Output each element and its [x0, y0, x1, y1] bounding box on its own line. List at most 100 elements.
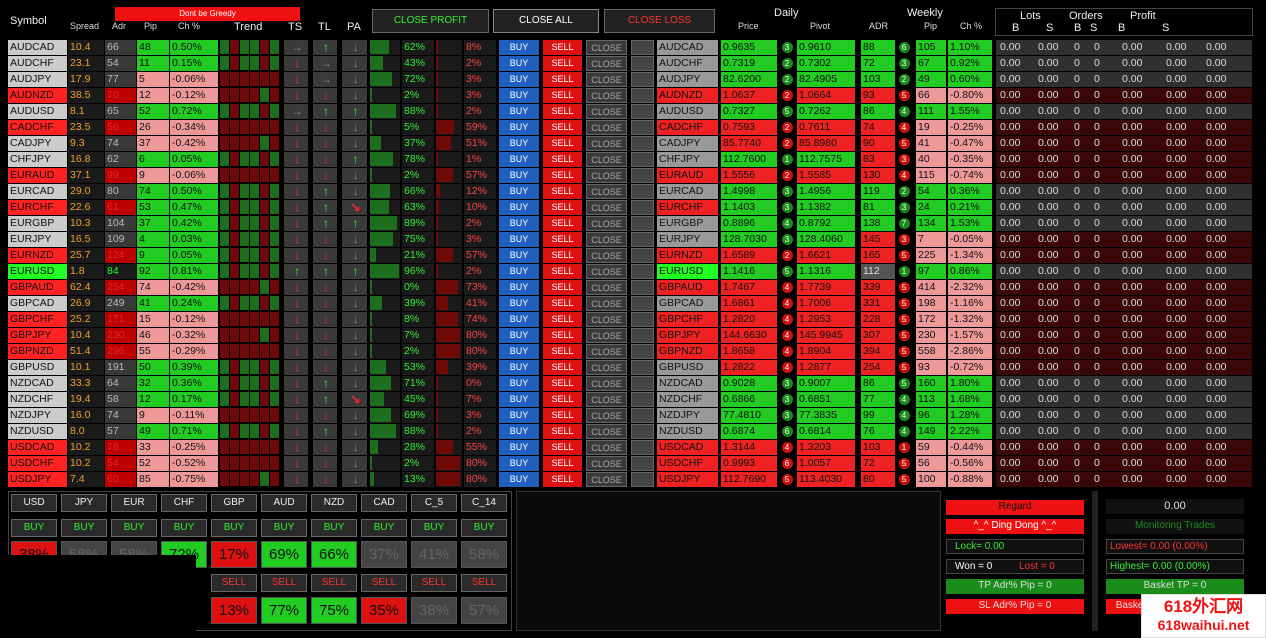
- basket-tp[interactable]: Basket TP = 0: [1106, 579, 1244, 594]
- close-button[interactable]: CLOSE: [586, 232, 627, 247]
- blank-button[interactable]: [631, 312, 654, 327]
- buy-button[interactable]: BUY: [499, 360, 539, 375]
- sell-button[interactable]: SELL: [543, 472, 582, 487]
- symbol-cell[interactable]: EURCHF: [8, 200, 67, 215]
- close-button[interactable]: CLOSE: [586, 440, 627, 455]
- symbol-cell[interactable]: AUDCHF: [8, 56, 67, 71]
- buy-button[interactable]: BUY: [499, 440, 539, 455]
- sell-button[interactable]: SELL: [543, 184, 582, 199]
- sell-button[interactable]: SELL: [543, 72, 582, 87]
- close-button[interactable]: CLOSE: [586, 264, 627, 279]
- symbol-cell[interactable]: AUDCAD: [8, 40, 67, 55]
- blank-button[interactable]: [631, 216, 654, 231]
- symbol-cell[interactable]: CADJPY: [8, 136, 67, 151]
- symbol-cell[interactable]: CHFJPY: [8, 152, 67, 167]
- buy-button[interactable]: BUY: [499, 184, 539, 199]
- symbol-cell[interactable]: GBPJPY: [8, 328, 67, 343]
- symbol-cell[interactable]: AUDUSD: [8, 104, 67, 119]
- sl-adr-pip[interactable]: SL Adr% Pip = 0: [946, 599, 1084, 614]
- close-button[interactable]: CLOSE: [586, 312, 627, 327]
- daily-symbol-cell[interactable]: EURNZD: [657, 248, 718, 263]
- close-button[interactable]: CLOSE: [586, 168, 627, 183]
- close-button[interactable]: CLOSE: [586, 216, 627, 231]
- blank-button[interactable]: [631, 440, 654, 455]
- symbol-cell[interactable]: EURNZD: [8, 248, 67, 263]
- close-button[interactable]: CLOSE: [586, 296, 627, 311]
- sell-button[interactable]: SELL: [543, 392, 582, 407]
- sell-button[interactable]: SELL: [543, 152, 582, 167]
- currency-tab[interactable]: CAD: [361, 494, 407, 512]
- currency-sell-button[interactable]: SELL: [211, 574, 257, 592]
- buy-button[interactable]: BUY: [499, 280, 539, 295]
- daily-symbol-cell[interactable]: EURUSD: [657, 264, 718, 279]
- currency-buy-button[interactable]: BUY: [11, 519, 57, 537]
- currency-tab[interactable]: C_5: [411, 494, 457, 512]
- symbol-cell[interactable]: EURGBP: [8, 216, 67, 231]
- close-button[interactable]: CLOSE: [586, 376, 627, 391]
- close-button[interactable]: CLOSE: [586, 56, 627, 71]
- daily-symbol-cell[interactable]: AUDUSD: [657, 104, 718, 119]
- currency-buy-button[interactable]: BUY: [311, 519, 357, 537]
- buy-button[interactable]: BUY: [499, 72, 539, 87]
- currency-tab[interactable]: AUD: [261, 494, 307, 512]
- buy-button[interactable]: BUY: [499, 408, 539, 423]
- sell-button[interactable]: SELL: [543, 232, 582, 247]
- close-loss-button[interactable]: CLOSE LOSS: [604, 9, 715, 33]
- daily-symbol-cell[interactable]: AUDCAD: [657, 40, 718, 55]
- blank-button[interactable]: [631, 168, 654, 183]
- currency-tab[interactable]: EUR: [111, 494, 157, 512]
- daily-symbol-cell[interactable]: USDCHF: [657, 456, 718, 471]
- symbol-cell[interactable]: GBPCAD: [8, 296, 67, 311]
- daily-symbol-cell[interactable]: NZDCHF: [657, 392, 718, 407]
- close-button[interactable]: CLOSE: [586, 136, 627, 151]
- daily-symbol-cell[interactable]: AUDCHF: [657, 56, 718, 71]
- symbol-cell[interactable]: GBPUSD: [8, 360, 67, 375]
- daily-symbol-cell[interactable]: NZDUSD: [657, 424, 718, 439]
- ding-dong-button[interactable]: ^_^ Ding Dong ^_^: [946, 519, 1084, 534]
- sell-button[interactable]: SELL: [543, 296, 582, 311]
- blank-button[interactable]: [631, 408, 654, 423]
- symbol-cell[interactable]: EURJPY: [8, 232, 67, 247]
- daily-symbol-cell[interactable]: EURCHF: [657, 200, 718, 215]
- symbol-cell[interactable]: EURAUD: [8, 168, 67, 183]
- sell-button[interactable]: SELL: [543, 88, 582, 103]
- buy-button[interactable]: BUY: [499, 296, 539, 311]
- daily-symbol-cell[interactable]: USDJPY: [657, 472, 718, 487]
- sell-button[interactable]: SELL: [543, 440, 582, 455]
- buy-button[interactable]: BUY: [499, 216, 539, 231]
- sell-button[interactable]: SELL: [543, 104, 582, 119]
- buy-button[interactable]: BUY: [499, 104, 539, 119]
- close-button[interactable]: CLOSE: [586, 72, 627, 87]
- currency-sell-button[interactable]: SELL: [261, 574, 307, 592]
- buy-button[interactable]: BUY: [499, 328, 539, 343]
- close-button[interactable]: CLOSE: [586, 472, 627, 487]
- tp-adr-pip[interactable]: TP Adr% Pip = 0: [946, 579, 1084, 594]
- symbol-cell[interactable]: GBPAUD: [8, 280, 67, 295]
- buy-button[interactable]: BUY: [499, 264, 539, 279]
- blank-button[interactable]: [631, 456, 654, 471]
- sell-button[interactable]: SELL: [543, 328, 582, 343]
- symbol-cell[interactable]: USDCAD: [8, 440, 67, 455]
- daily-symbol-cell[interactable]: EURAUD: [657, 168, 718, 183]
- blank-button[interactable]: [631, 280, 654, 295]
- daily-symbol-cell[interactable]: GBPCAD: [657, 296, 718, 311]
- currency-buy-button[interactable]: BUY: [261, 519, 307, 537]
- currency-sell-button[interactable]: SELL: [361, 574, 407, 592]
- symbol-cell[interactable]: GBPCHF: [8, 312, 67, 327]
- daily-symbol-cell[interactable]: GBPUSD: [657, 360, 718, 375]
- blank-button[interactable]: [631, 200, 654, 215]
- sell-button[interactable]: SELL: [543, 168, 582, 183]
- close-button[interactable]: CLOSE: [586, 152, 627, 167]
- sell-button[interactable]: SELL: [543, 344, 582, 359]
- close-button[interactable]: CLOSE: [586, 40, 627, 55]
- buy-button[interactable]: BUY: [499, 88, 539, 103]
- daily-symbol-cell[interactable]: NZDCAD: [657, 376, 718, 391]
- close-button[interactable]: CLOSE: [586, 120, 627, 135]
- daily-symbol-cell[interactable]: EURGBP: [657, 216, 718, 231]
- buy-button[interactable]: BUY: [499, 168, 539, 183]
- blank-button[interactable]: [631, 184, 654, 199]
- blank-button[interactable]: [631, 376, 654, 391]
- close-button[interactable]: CLOSE: [586, 456, 627, 471]
- blank-button[interactable]: [631, 424, 654, 439]
- buy-button[interactable]: BUY: [499, 136, 539, 151]
